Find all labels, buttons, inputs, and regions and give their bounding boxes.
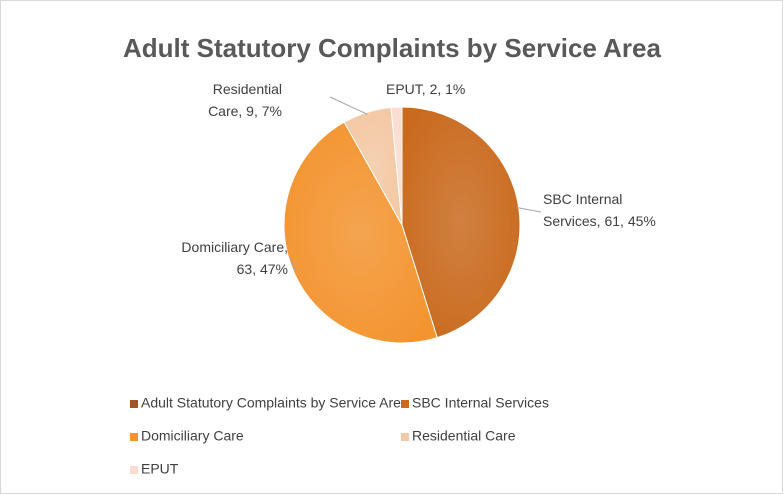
- chart-title: Adult Statutory Complaints by Service Ar…: [123, 33, 661, 63]
- pie-slice: [401, 106, 521, 339]
- legend-label: Residential Care: [412, 428, 516, 444]
- legend-swatch: [130, 466, 138, 474]
- legend-label: SBC Internal Services: [412, 395, 549, 411]
- legend-swatch: [401, 400, 409, 408]
- pie-slice: [283, 121, 438, 344]
- legend-swatch: [130, 433, 138, 441]
- legend-swatch: [130, 400, 138, 408]
- leader-line: [329, 96, 368, 115]
- legend-swatch: [401, 433, 409, 441]
- leader-line: [289, 257, 296, 272]
- legend-label: Adult Statutory Complaints by Service Ar…: [141, 395, 409, 411]
- pie-slice: [390, 106, 403, 226]
- legend-label: Domiciliary Care: [141, 428, 244, 444]
- data-label: SBC Internal Services, 61, 45%: [543, 191, 656, 229]
- leader-line: [516, 207, 542, 213]
- data-label: EPUT, 2, 1%: [386, 81, 465, 97]
- data-label: Domiciliary Care, 63, 47%: [181, 239, 288, 277]
- data-label: Residential Care, 9, 7%: [208, 81, 282, 119]
- legend-label: EPUT: [141, 461, 179, 477]
